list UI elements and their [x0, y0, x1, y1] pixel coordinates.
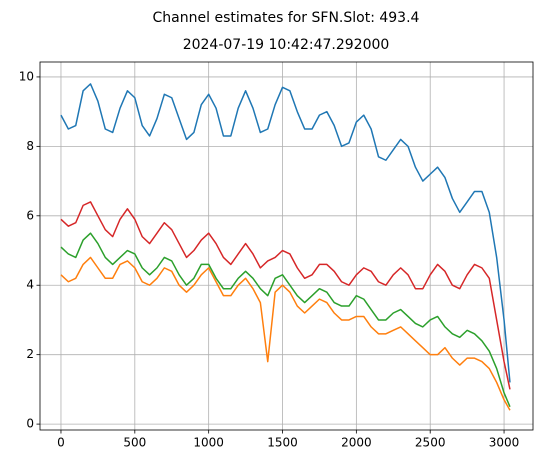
series-line [60, 201, 511, 390]
chart-subtitle: 2024-07-19 10:42:47.292000 [183, 37, 390, 53]
y-tick-label: 10 [19, 69, 34, 83]
series-line [60, 83, 511, 383]
x-tick-label: 1000 [193, 436, 224, 450]
x-tick-label: 2000 [341, 436, 372, 450]
series-line [60, 256, 511, 411]
y-tick-label: 0 [26, 417, 34, 431]
x-tick-label: 1500 [267, 436, 298, 450]
x-tick-label: 3000 [489, 436, 520, 450]
y-tick-label: 6 [26, 208, 34, 222]
chart-title: Channel estimates for SFN.Slot: 493.4 [153, 10, 420, 26]
series-line [60, 232, 511, 408]
y-tick-label: 8 [26, 139, 34, 153]
y-tick-label: 4 [26, 278, 34, 292]
x-tick-label: 500 [123, 436, 146, 450]
x-tick-label: 2500 [415, 436, 446, 450]
y-tick-label: 2 [26, 347, 34, 361]
x-tick-label: 0 [57, 436, 65, 450]
plot-frame [39, 61, 534, 431]
